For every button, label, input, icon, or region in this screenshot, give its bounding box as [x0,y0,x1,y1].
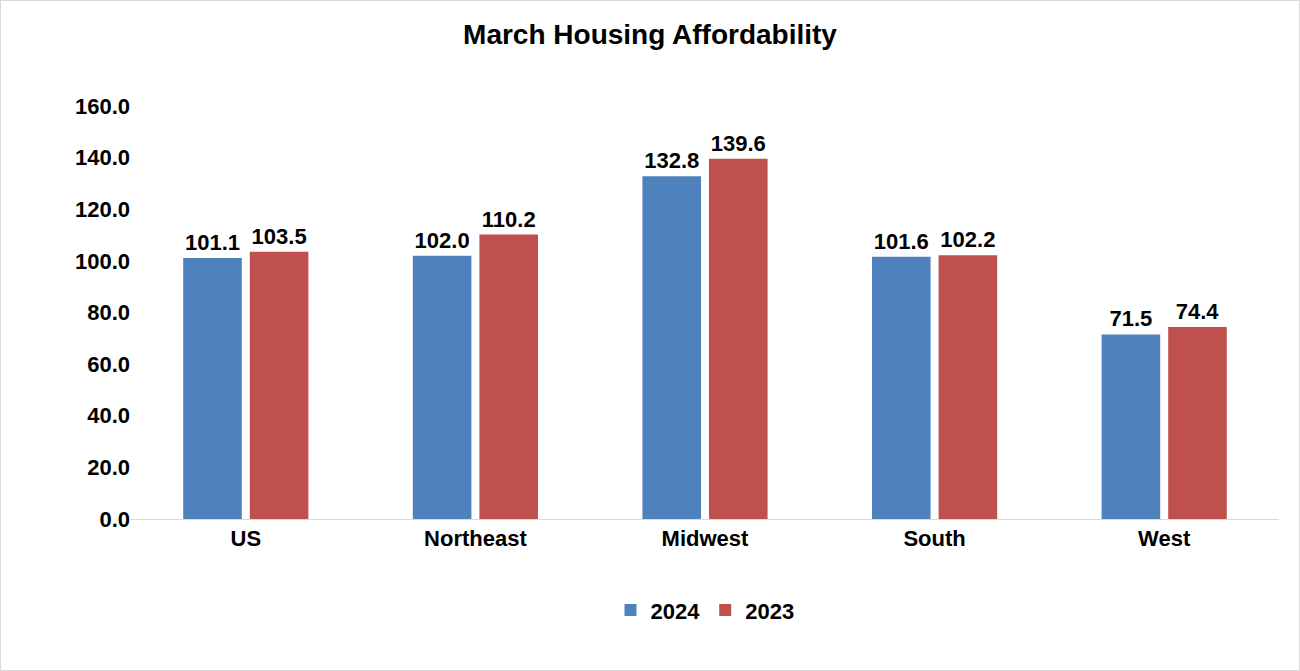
svg-text:103.5: 103.5 [252,224,307,249]
svg-text:74.4: 74.4 [1176,299,1220,324]
svg-text:139.6: 139.6 [711,131,766,156]
svg-text:100.0: 100.0 [75,249,130,274]
svg-text:60.0: 60.0 [87,352,130,377]
svg-text:101.6: 101.6 [874,229,929,254]
svg-text:120.0: 120.0 [75,197,130,222]
svg-text:2024: 2024 [651,599,701,624]
svg-text:102.0: 102.0 [415,228,470,253]
svg-text:101.1: 101.1 [185,230,240,255]
svg-text:110.2: 110.2 [482,207,536,232]
svg-text:140.0: 140.0 [75,145,130,170]
svg-text:Midwest: Midwest [662,526,749,551]
svg-text:20.0: 20.0 [87,455,130,480]
svg-text:102.2: 102.2 [940,227,995,252]
svg-text:2023: 2023 [745,599,794,624]
svg-text:Northeast: Northeast [424,526,527,551]
svg-text:South: South [903,526,965,551]
svg-text:US: US [231,526,262,551]
svg-text:71.5: 71.5 [1109,306,1152,331]
svg-text:March Housing Affordability: March Housing Affordability [463,19,837,50]
svg-text:132.8: 132.8 [644,148,699,173]
svg-text:40.0: 40.0 [87,403,130,428]
svg-text:80.0: 80.0 [87,300,130,325]
svg-text:0.0: 0.0 [99,507,130,532]
svg-text:160.0: 160.0 [75,94,130,119]
svg-text:West: West [1138,526,1191,551]
